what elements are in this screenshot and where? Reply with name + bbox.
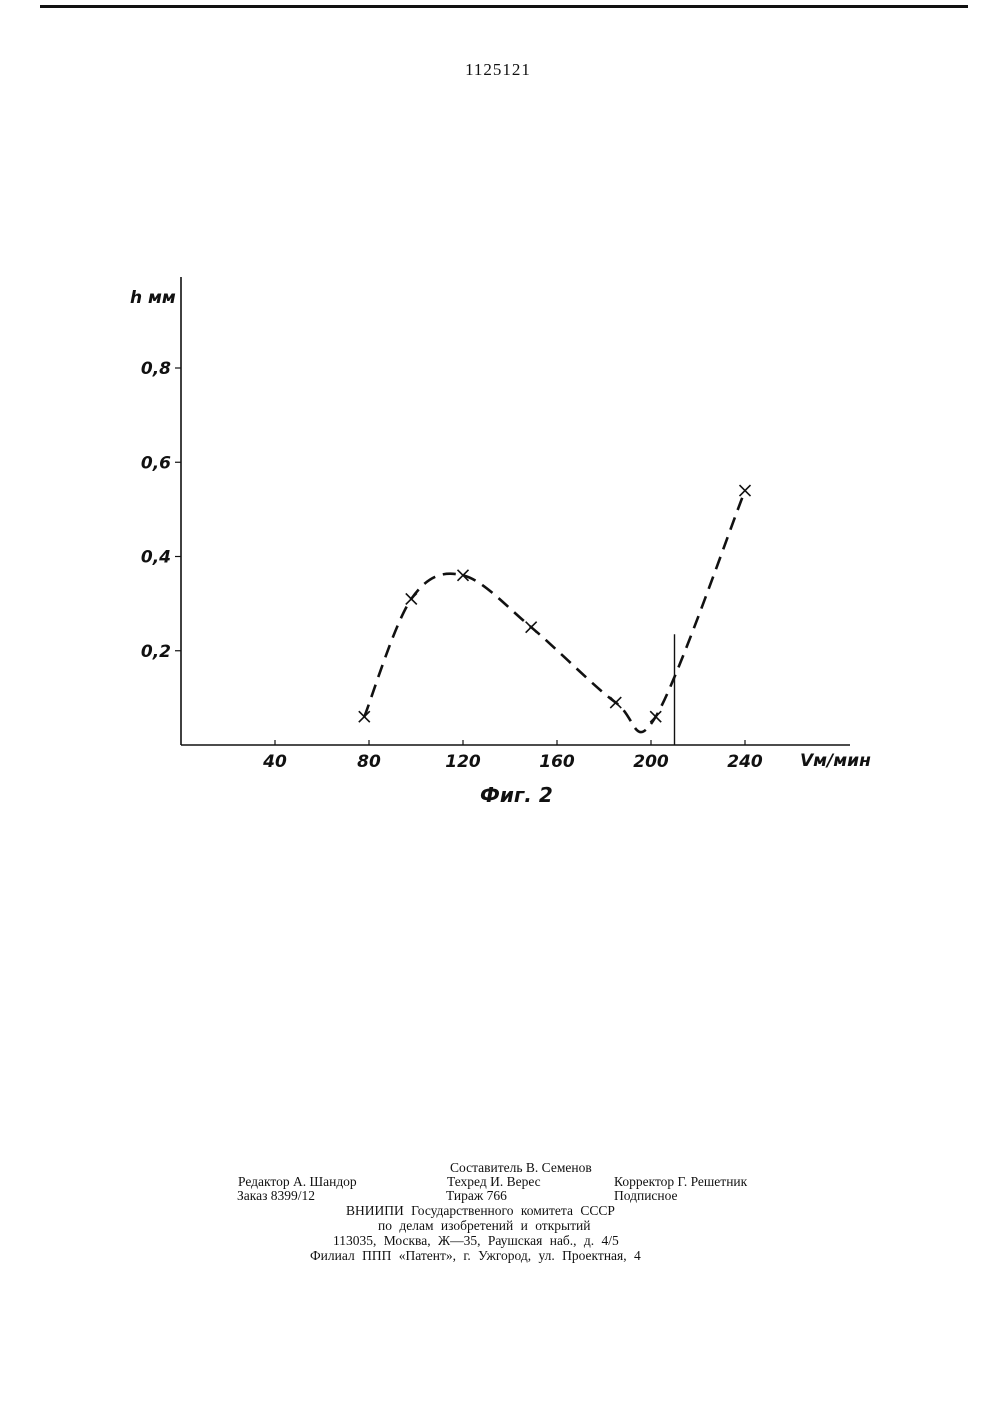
x-tick-label: 160 — [539, 752, 575, 772]
x-axis-label: Vм/мин — [800, 751, 871, 771]
chart-axes — [181, 277, 850, 745]
x-tick-label: 80 — [357, 752, 381, 772]
footer-corrector: Корректор Г. Решетник — [614, 1174, 747, 1189]
footer-org: ВНИИПИ Государственного комитета СССР — [346, 1203, 615, 1218]
data-line — [364, 491, 745, 733]
figure-caption: Фиг. 2 — [480, 783, 553, 807]
footer-branch: Филиал ППП «Патент», г. Ужгород, ул. Про… — [310, 1248, 641, 1263]
chart-series — [364, 491, 745, 733]
footer-order: Заказ 8399/12 — [237, 1188, 315, 1203]
y-tick-label: 0,2 — [141, 642, 171, 662]
data-point — [610, 697, 621, 708]
footer-techred: Техред И. Верес — [447, 1174, 541, 1189]
footer-circulation: Тираж 766 — [446, 1188, 507, 1203]
y-tick-label: 0,6 — [141, 453, 171, 473]
x-tick-label: 240 — [727, 752, 763, 772]
y-tick-label: 0,8 — [141, 359, 171, 379]
data-point — [740, 485, 751, 496]
footer-compiler: Составитель В. Семенов — [450, 1160, 592, 1175]
footer-address: 113035, Москва, Ж—35, Раушская наб., д. … — [333, 1233, 619, 1248]
y-tick-label: 0,4 — [141, 548, 171, 568]
x-tick-label: 40 — [262, 752, 287, 772]
x-tick-label: 200 — [633, 752, 669, 772]
chart-markers — [359, 485, 751, 722]
footer-org-sub: по делам изобретений и открытий — [378, 1218, 590, 1233]
data-point — [406, 593, 417, 604]
data-point — [526, 622, 537, 633]
data-point — [359, 711, 370, 722]
x-tick-label: 120 — [445, 752, 481, 772]
data-point — [650, 711, 661, 722]
footer-editor: Редактор А. Шандор — [238, 1174, 357, 1189]
chart: 40 80 120 160 200 240 0,2 0,4 0,6 0,8 h мм Vм/мин… — [0, 0, 1000, 830]
y-axis-label: h мм — [130, 288, 176, 308]
chart-ticks: 40 80 120 160 200 240 0,2 0,4 0,6 0,8 — [141, 359, 763, 772]
footer-subscription: Подписное — [614, 1188, 678, 1203]
